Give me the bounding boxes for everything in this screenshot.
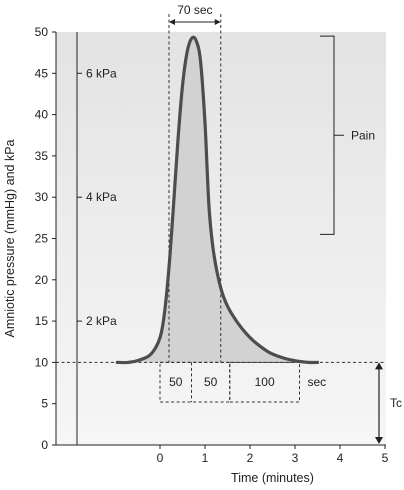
y-tick-label: 50 xyxy=(35,25,49,39)
contraction-curve xyxy=(115,35,320,365)
phase-unit-label: sec xyxy=(308,375,327,389)
y-tick-label: 45 xyxy=(35,66,49,80)
tone-arrow-top-head xyxy=(375,362,383,370)
phase-relaxation-value: 100 xyxy=(255,375,275,389)
x-tick-label: 4 xyxy=(337,451,344,465)
y-tick-label: 25 xyxy=(35,232,49,246)
tone-label: Tc xyxy=(390,396,402,410)
tone-arrow-bottom-head xyxy=(375,437,383,444)
x-tick-label: 2 xyxy=(247,451,254,465)
kpa-tick-label: 2 kPa xyxy=(86,314,117,328)
phase-decrement-value: 50 xyxy=(204,375,218,389)
x-tick-label: 3 xyxy=(292,451,299,465)
pain-bracket xyxy=(320,35,344,235)
x-tick-label: 0 xyxy=(157,451,164,465)
y-tick-label: 35 xyxy=(35,149,49,163)
y-axis-title: Amniotic pressure (mmHg) and kPa xyxy=(3,139,17,337)
y-tick-label: 0 xyxy=(41,438,48,452)
x-tick-label: 5 xyxy=(382,451,389,465)
plot-background xyxy=(56,32,386,445)
duration-label-background xyxy=(171,2,218,17)
pain-label: Pain xyxy=(351,128,375,142)
kpa-tick-label: 6 kPa xyxy=(86,66,117,80)
phase-increment-value: 50 xyxy=(169,375,183,389)
y-tick-label: 30 xyxy=(35,190,49,204)
y-tick-label: 15 xyxy=(35,314,49,328)
kpa-tick-label: 4 kPa xyxy=(86,190,117,204)
x-tick-label: 1 xyxy=(202,451,209,465)
duration-arrow-left-head xyxy=(169,19,175,25)
x-axis-title: Time (minutes) xyxy=(231,471,314,485)
y-tick-label: 20 xyxy=(35,273,49,287)
y-tick-label: 10 xyxy=(35,355,49,369)
duration-arrow-right-head xyxy=(214,19,221,25)
y-tick-label: 5 xyxy=(41,397,48,411)
y-tick-label: 40 xyxy=(35,108,49,122)
contraction-area xyxy=(117,37,318,363)
duration-label: 70 sec xyxy=(177,3,212,17)
phase-box-relaxation xyxy=(229,361,300,403)
